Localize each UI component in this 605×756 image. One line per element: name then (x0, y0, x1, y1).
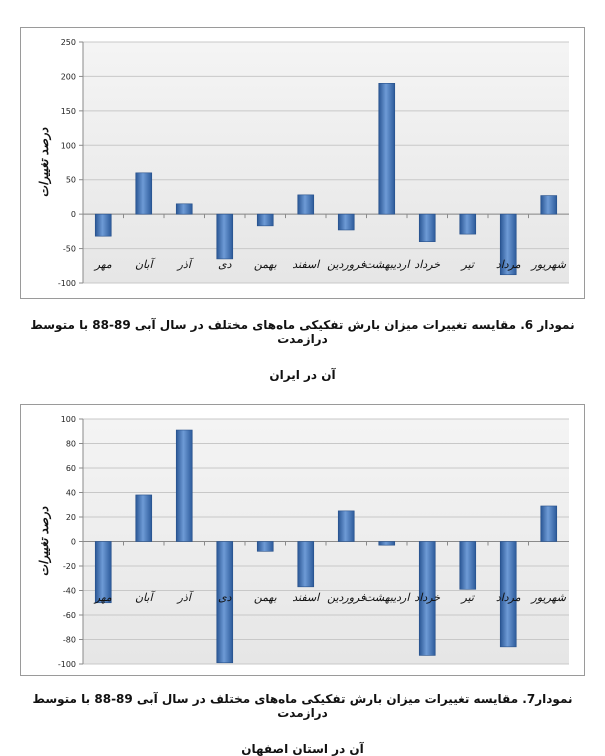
chart-2-ytick-label: 80 (66, 440, 76, 449)
chart-2-category-label: تیر (460, 591, 476, 604)
chart-1-ytick-label: 50 (66, 176, 76, 185)
chart-1-category-label: خرداد (414, 258, 440, 271)
chart-2-ytick-label: 20 (66, 513, 76, 522)
chart-2-category-label: فروردین (327, 591, 366, 604)
chart-2: -100 -80 -60 -40 -20 0 20 40 60 80 100 مهر آبان آذر دی… (20, 404, 585, 676)
chart-2-category-label: شهریور (530, 591, 567, 604)
chart-2-ytick-label: -20 (63, 562, 76, 571)
chart-1-svg: -100 -50 0 50 100 150 200 250 مهر آبان آذر دی بهمن اس… (37, 38, 569, 288)
chart-2-bar (256, 541, 274, 552)
chart-1-category-label: بهمن (254, 258, 277, 271)
chart-1-bar (378, 83, 396, 215)
chart-2-bar (540, 505, 558, 542)
chart-2-bar (135, 494, 153, 542)
chart-2-bar (418, 541, 436, 656)
chart-2-svg: -100 -80 -60 -40 -20 0 20 40 60 80 100 مهر آبان آذر دی… (37, 415, 569, 669)
chart-2-bar (378, 541, 396, 546)
chart-2-ytick-label: -80 (63, 636, 76, 645)
chart-2-ytick-label: -100 (58, 660, 76, 669)
chart-2-bar (175, 429, 193, 542)
chart-1-bar (499, 213, 517, 276)
chart-1-category-label: آذر (176, 257, 195, 271)
chart-2-bar (499, 541, 517, 648)
chart-1-ytick-label: 200 (61, 72, 76, 81)
chart-2-ylabel: درصد تغییرات (37, 506, 52, 576)
chart-1-bar (459, 213, 477, 235)
chart-1-ytick-label: 100 (61, 141, 76, 150)
chart-2-category-label: خرداد (414, 591, 440, 604)
chart-1-caption-line1: نمودار 6. مقایسه تغییرات میزان بارش تفکی… (30, 318, 575, 346)
chart-1-bar (175, 203, 193, 215)
chart-2-ytick-label: -40 (63, 587, 76, 596)
chart-1-category-label: شهریور (530, 258, 567, 271)
chart-2-category-label: مرداد (496, 591, 521, 604)
chart-2-bar (297, 541, 315, 588)
chart-2-bar (459, 541, 477, 590)
chart-2-bar (216, 541, 234, 664)
chart-1-ytick-label: 150 (61, 107, 76, 116)
chart-1-ytick-label: 0 (71, 210, 76, 219)
chart-2-category-label: بهمن (254, 591, 277, 604)
chart-2-ytick-label: 100 (61, 415, 76, 424)
chart-2-ytick-label: 60 (66, 464, 76, 473)
chart-2-category-label: مهر (93, 591, 112, 604)
chart-1-bar (540, 195, 558, 215)
chart-1-bar (337, 213, 355, 231)
chart-1-bar (256, 213, 274, 227)
chart-2-category-label: اردیبهشت (364, 591, 411, 604)
chart-2-category-label: اسفند (292, 591, 321, 604)
chart-1-category-label: مهر (93, 258, 112, 271)
chart-2-ytick-label: 0 (71, 538, 76, 547)
chart-1-bar (216, 213, 234, 260)
chart-2-category-label: آذر (176, 590, 195, 604)
chart-1-ylabel: درصد تغییرات (37, 127, 52, 197)
chart-2-ytick-label: -60 (63, 611, 76, 620)
chart-2-bar (337, 510, 355, 542)
chart-2-bar (94, 541, 112, 604)
chart-1-category-label: دی (218, 258, 232, 271)
chart-2-category-label: آبان (135, 590, 156, 604)
chart-2-caption-line1: نمودار7. مقایسه تغییرات میزان بارش تفکیک… (32, 692, 573, 720)
chart-2-caption: نمودار7. مقایسه تغییرات میزان بارش تفکیک… (20, 692, 585, 756)
chart-1-category-label: اردیبهشت (364, 258, 411, 271)
chart-1-bar (297, 194, 315, 215)
chart-2-ytick-label: 40 (66, 489, 76, 498)
chart-1-caption: نمودار 6. مقایسه تغییرات میزان بارش تفکی… (20, 318, 585, 382)
chart-1-bar (94, 213, 112, 237)
chart-1-ytick-label: -100 (58, 279, 76, 288)
chart-1-category-label: آبان (135, 257, 156, 271)
chart-1-plot-area (83, 42, 569, 283)
chart-1-ytick-label: 250 (61, 38, 76, 47)
chart-1: -100 -50 0 50 100 150 200 250 مهر آبان آذر دی بهمن اس… (20, 27, 585, 299)
chart-1-category-label: تیر (460, 258, 476, 271)
chart-1-bar (135, 172, 153, 215)
chart-1-caption-line2: آن در ایران (269, 368, 336, 382)
chart-1-bar (418, 213, 436, 242)
chart-2-category-label: دی (218, 591, 232, 604)
chart-1-category-label: فروردین (327, 258, 366, 271)
chart-1-ytick-label: -50 (63, 245, 76, 254)
chart-1-category-label: مرداد (496, 258, 521, 271)
chart-2-caption-line2: آن در استان اصفهان (241, 742, 364, 756)
chart-1-category-label: اسفند (292, 258, 321, 271)
